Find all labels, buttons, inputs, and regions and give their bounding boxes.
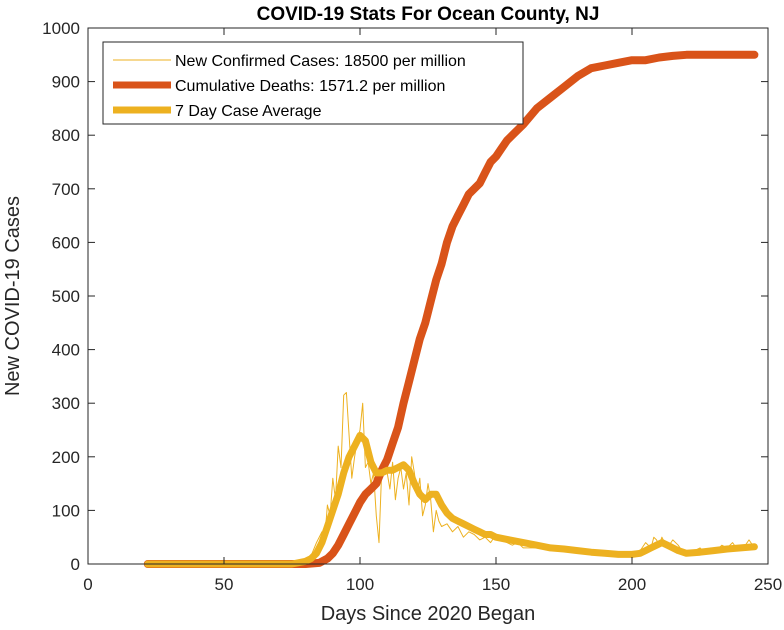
- legend: New Confirmed Cases: 18500 per million C…: [102, 41, 524, 125]
- y-tick-label: 500: [52, 287, 80, 306]
- x-tick-label: 50: [215, 575, 234, 594]
- series-line-1: [143, 50, 759, 568]
- y-tick-label: 700: [52, 180, 80, 199]
- y-tick-label: 900: [52, 73, 80, 92]
- legend-label-7-day-average: 7 Day Case Average: [175, 103, 322, 120]
- chart-title: COVID-19 Stats For Ocean County, NJ: [257, 4, 600, 25]
- legend-label-new-cases: New Confirmed Cases: 18500 per million: [175, 53, 466, 70]
- y-tick-label: 600: [52, 233, 80, 252]
- legend-box: [102, 41, 524, 125]
- y-tick-label: 800: [52, 126, 80, 145]
- x-axis-label: Days Since 2020 Began: [321, 603, 536, 625]
- x-axis: 0 50 100 150 200 250: [83, 28, 782, 594]
- y-tick-label: 400: [52, 341, 80, 360]
- y-tick-label: 300: [52, 394, 80, 413]
- y-axis-label: New COVID-19 Cases: [2, 196, 24, 396]
- x-tick-label: 200: [618, 575, 646, 594]
- series-line-2: [144, 431, 758, 568]
- y-axis: 0 100 200 300 400 500 600 700 800 900 1000: [42, 19, 768, 574]
- legend-label-cumulative-deaths: Cumulative Deaths: 1571.2 per million: [175, 78, 445, 95]
- y-tick-label: 1000: [42, 19, 80, 38]
- y-tick-label: 100: [52, 501, 80, 520]
- series-group: [143, 50, 759, 568]
- x-tick-label: 0: [83, 575, 92, 594]
- y-tick-label: 200: [52, 448, 80, 467]
- x-tick-label: 250: [754, 575, 782, 594]
- x-tick-label: 100: [346, 575, 374, 594]
- x-tick-label: 150: [482, 575, 510, 594]
- y-tick-label: 0: [71, 555, 80, 574]
